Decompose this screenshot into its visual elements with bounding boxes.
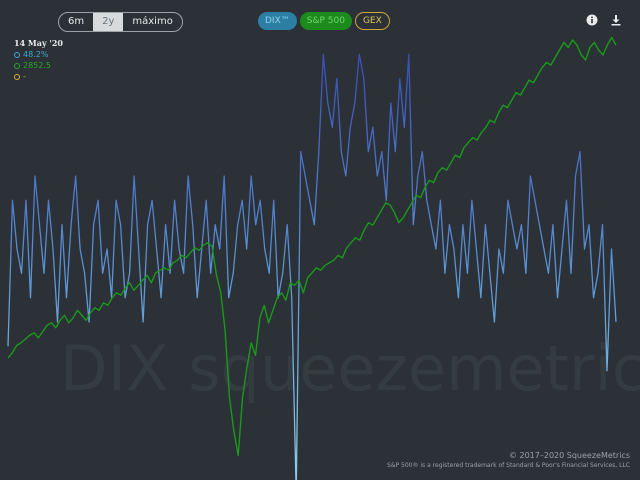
range-6m-button[interactable]: 6m (68, 16, 85, 27)
sp-dot-icon (14, 62, 20, 69)
range-2y-button[interactable]: 2y (93, 13, 124, 31)
legend-row-dix: 48.2% (14, 49, 63, 60)
legend-sp-value: 2852.5 (23, 61, 51, 70)
legend-gex-value: - (23, 72, 26, 81)
sp500-series (7, 36, 617, 457)
series-toggles: DIX™ S&P 500 GEX (258, 12, 390, 30)
info-icon[interactable] (586, 14, 598, 26)
dix-line (7, 53, 617, 480)
range-selector: 6m 2y máximo (58, 12, 183, 32)
gex-toggle-button[interactable]: GEX (354, 12, 390, 30)
legend-date: 14 May '20 (14, 38, 63, 48)
trademark-text: S&P 500® is a registered trademark of St… (387, 462, 630, 469)
download-icon[interactable] (610, 14, 622, 26)
legend-dix-value: 48.2% (23, 50, 49, 59)
dix-toggle-button[interactable]: DIX™ (258, 12, 297, 30)
dix-dot-icon (14, 51, 20, 58)
range-max-button[interactable]: máximo (132, 16, 173, 27)
watermark-text: DIX squeezemetrics (60, 332, 640, 405)
sp500-line (7, 36, 617, 457)
copyright-text: © 2017–2020 SqueezeMetrics (508, 451, 630, 460)
sp500-toggle-button[interactable]: S&P 500 (299, 12, 352, 30)
dix-series (7, 53, 617, 480)
legend-row-sp: 2852.5 (14, 60, 63, 71)
hover-legend: 14 May '20 48.2% 2852.5 - (14, 38, 63, 82)
legend-row-gex: - (14, 71, 63, 82)
footer: © 2017–2020 SqueezeMetrics S&P 500® is a… (387, 450, 630, 470)
gex-dot-icon (14, 73, 20, 80)
